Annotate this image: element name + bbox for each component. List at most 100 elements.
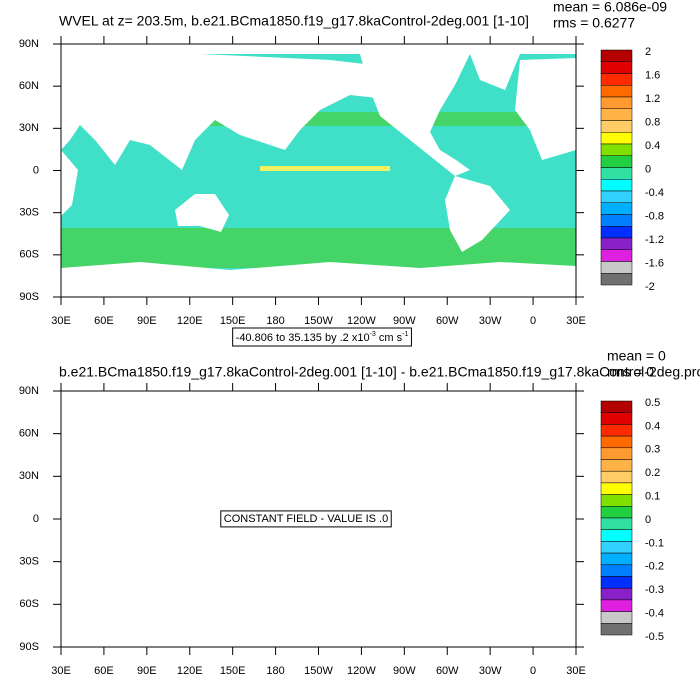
equatorial-band <box>260 166 390 171</box>
x-tick-label: 180 <box>266 315 284 327</box>
stat-label: mean = 6.086e-09 <box>553 0 667 15</box>
colorbar-box <box>600 96 633 109</box>
colorbar-box <box>600 611 633 624</box>
y-tick-label: 60S <box>19 598 39 610</box>
y-tick-label: 60S <box>19 249 39 261</box>
colorbar-box <box>600 49 633 62</box>
x-tick-label: 30W <box>479 665 502 677</box>
colorbar-box <box>600 261 633 274</box>
y-tick-label: 90S <box>19 291 39 303</box>
x-tick-label: 120E <box>177 665 203 677</box>
colorbar-box <box>600 61 633 74</box>
info-label-part: -1 <box>402 331 408 338</box>
colorbar-box <box>600 120 633 133</box>
colorbar-label: -1.2 <box>645 234 664 246</box>
colorbar-label: 0 <box>645 514 651 526</box>
chart-title: WVEL at z= 203.5m, b.e21.BCma1850.f19_g1… <box>59 13 529 29</box>
x-tick-label: 90E <box>137 665 157 677</box>
colorbar-box <box>600 541 633 554</box>
y-tick-label: 30S <box>19 556 39 568</box>
colorbar-label: -0.4 <box>645 187 664 199</box>
x-tick-label: 60W <box>436 315 459 327</box>
colorbar-label: -0.3 <box>645 584 664 596</box>
x-tick-label: 150W <box>304 315 333 327</box>
x-tick-label: 30E <box>566 315 586 327</box>
colorbar-label: -0.2 <box>645 561 664 573</box>
x-tick-label: 150W <box>304 665 333 677</box>
stat-label: rms = 0 <box>607 364 654 380</box>
y-tick-label: 60N <box>19 428 39 440</box>
x-tick-label: 120E <box>177 315 203 327</box>
x-tick-label: 180 <box>266 665 284 677</box>
colorbar-label: -2 <box>645 281 655 293</box>
colorbar-label: 0.2 <box>645 467 660 479</box>
land <box>61 44 576 297</box>
colorbar-box <box>600 132 633 145</box>
colorbar-label: -0.5 <box>645 631 664 643</box>
colorbar-box <box>600 214 633 227</box>
colorbar-label: -0.4 <box>645 608 664 620</box>
colorbar-box <box>600 167 633 180</box>
colorbar-box <box>600 552 633 566</box>
colorbar-box <box>600 424 633 437</box>
colorbar-label: 0.4 <box>645 140 660 152</box>
x-tick-label: 60E <box>94 315 114 327</box>
chart-title: b.e21.BCma1850.f19_g17.8kaControl-2deg.0… <box>59 364 700 380</box>
colorbar-label: 1.6 <box>645 69 660 81</box>
colorbar-box <box>600 85 633 98</box>
colorbar-box <box>600 73 633 86</box>
colorbar-box <box>600 576 633 589</box>
info-label-part: -3 <box>370 331 376 338</box>
colorbar-label: 1.2 <box>645 93 660 105</box>
x-tick-label: 90W <box>393 315 416 327</box>
x-tick-label: 90E <box>137 315 157 327</box>
y-tick-label: 30S <box>19 207 39 219</box>
colorbar-box <box>600 108 633 121</box>
colorbar-label: 0.5 <box>645 397 660 409</box>
colorbar-box <box>600 435 633 449</box>
colorbar-box <box>600 459 633 472</box>
x-tick-label: 60W <box>436 665 459 677</box>
colorbar-box <box>600 190 633 203</box>
colorbar-box <box>600 249 633 262</box>
colorbar-box <box>600 517 633 530</box>
field-map <box>61 44 576 297</box>
colorbar-label: 0.4 <box>645 420 660 432</box>
info-label-part: cm s <box>376 332 403 344</box>
x-tick-label: 150E <box>220 665 246 677</box>
colorbar-label: 0.1 <box>645 491 660 503</box>
x-tick-label: 0 <box>530 665 536 677</box>
colorbar-box <box>600 155 633 168</box>
x-tick-label: 30E <box>51 665 71 677</box>
stat-label: rms = 0.6277 <box>553 15 635 31</box>
colorbar-label: 0.8 <box>645 116 660 128</box>
annotation-box <box>220 510 392 528</box>
southern-band <box>61 228 576 268</box>
colorbar-box <box>600 412 633 425</box>
x-tick-label: 0 <box>530 315 536 327</box>
colorbar-box <box>600 599 633 612</box>
stat-label: mean = 0 <box>607 348 666 364</box>
y-tick-label: 30N <box>19 470 39 482</box>
x-tick-label: 90W <box>393 665 416 677</box>
colorbar-label: 2 <box>645 46 651 58</box>
colorbar-box <box>600 482 633 495</box>
y-tick-label: 0 <box>33 164 39 176</box>
y-tick-label: 30N <box>19 122 39 134</box>
x-tick-label: 120W <box>347 665 376 677</box>
colorbar-box <box>600 143 633 156</box>
y-tick-label: 90S <box>19 641 39 653</box>
colorbar-label: 0.3 <box>645 444 660 456</box>
y-tick-label: 0 <box>33 513 39 525</box>
info-label-box <box>232 327 412 347</box>
y-tick-label: 90N <box>19 38 39 50</box>
info-label: -40.806 to 35.135 by .2 x10-3 cm s-1 <box>236 331 409 344</box>
colorbar-box <box>600 237 633 250</box>
colorbar-box <box>600 179 633 192</box>
colorbar-label: -1.6 <box>645 257 664 269</box>
colorbar-label: 0 <box>645 163 651 175</box>
colorbar-box <box>600 400 633 413</box>
colorbar-label: -0.1 <box>645 537 664 549</box>
colorbar-box <box>600 470 633 484</box>
